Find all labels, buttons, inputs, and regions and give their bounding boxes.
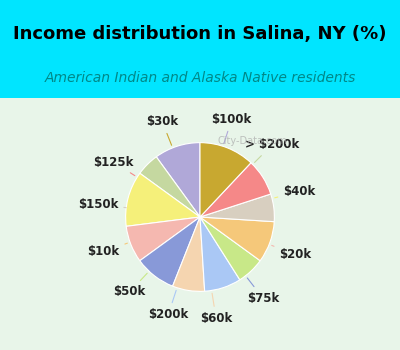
Wedge shape (140, 157, 200, 217)
Wedge shape (200, 217, 240, 291)
Text: $100k: $100k (212, 113, 252, 144)
Wedge shape (200, 217, 274, 261)
Text: $30k: $30k (146, 115, 178, 145)
Wedge shape (140, 217, 200, 286)
Text: City-Data.com: City-Data.com (218, 136, 287, 146)
Wedge shape (126, 173, 200, 226)
Text: American Indian and Alaska Native residents: American Indian and Alaska Native reside… (44, 71, 356, 85)
Wedge shape (200, 143, 251, 217)
Text: $200k: $200k (148, 290, 188, 321)
Text: $50k: $50k (114, 273, 147, 298)
Text: $10k: $10k (87, 243, 128, 258)
Text: Income distribution in Salina, NY (%): Income distribution in Salina, NY (%) (13, 25, 387, 43)
Text: > $200k: > $200k (246, 138, 300, 162)
Wedge shape (173, 217, 205, 291)
Text: $60k: $60k (200, 293, 232, 325)
Wedge shape (200, 194, 274, 222)
Text: $125k: $125k (93, 155, 135, 176)
Wedge shape (126, 217, 200, 261)
Text: $150k: $150k (78, 198, 126, 211)
Wedge shape (200, 163, 271, 217)
Text: $20k: $20k (272, 245, 312, 261)
Wedge shape (200, 217, 260, 280)
Text: $75k: $75k (247, 278, 279, 304)
Text: $40k: $40k (275, 185, 316, 198)
Wedge shape (156, 143, 200, 217)
